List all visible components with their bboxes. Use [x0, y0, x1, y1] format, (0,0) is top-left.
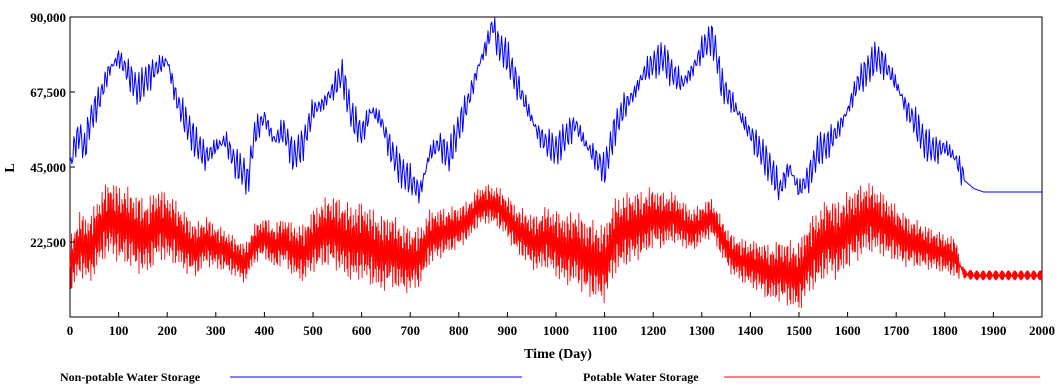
x-tick-label: 1100 — [592, 323, 617, 338]
x-axis-ticks: 0 100 200 300 400 500 600 700 800 900 1000 1100 1200… — [67, 312, 1055, 338]
x-tick-label: 200 — [157, 323, 177, 338]
x-tick-label: 1700 — [883, 323, 909, 338]
x-tick-label: 2000 — [1029, 323, 1055, 338]
x-tick-label: 1600 — [835, 323, 861, 338]
y-tick-label: 90,000 — [30, 10, 66, 25]
legend-label-potable: Potable Water Storage — [583, 370, 699, 384]
x-tick-label: 1300 — [689, 323, 715, 338]
x-tick-label: 400 — [255, 323, 275, 338]
x-tick-label: 1400 — [737, 323, 763, 338]
x-tick-label: 500 — [303, 323, 323, 338]
x-tick-label: 1500 — [786, 323, 812, 338]
y-tick-label: 22,500 — [30, 235, 66, 250]
x-tick-label: 800 — [449, 323, 469, 338]
x-tick-label: 1800 — [932, 323, 958, 338]
x-tick-label: 1200 — [640, 323, 666, 338]
x-tick-label: 1900 — [980, 323, 1006, 338]
legend: Non-potable Water Storage Potable Water … — [60, 370, 1040, 384]
y-axis-ticks: 22,500 45,000 67,500 90,000 — [30, 10, 75, 250]
x-tick-label: 1000 — [543, 323, 569, 338]
x-tick-label: 300 — [206, 323, 226, 338]
legend-label-non-potable: Non-potable Water Storage — [60, 370, 201, 384]
x-axis-title: Time (Day) — [524, 347, 592, 362]
x-tick-label: 900 — [498, 323, 518, 338]
y-axis-title: L — [3, 163, 18, 172]
x-tick-label: 700 — [400, 323, 420, 338]
x-tick-label: 600 — [352, 323, 372, 338]
series-line-potable — [69, 182, 1043, 309]
y-tick-label: 45,000 — [30, 160, 66, 175]
x-tick-label: 0 — [67, 323, 74, 338]
series-layer — [69, 17, 1043, 309]
x-tick-label: 100 — [109, 323, 129, 338]
y-tick-label: 67,500 — [30, 85, 66, 100]
series-line-non-potable — [69, 17, 1042, 204]
